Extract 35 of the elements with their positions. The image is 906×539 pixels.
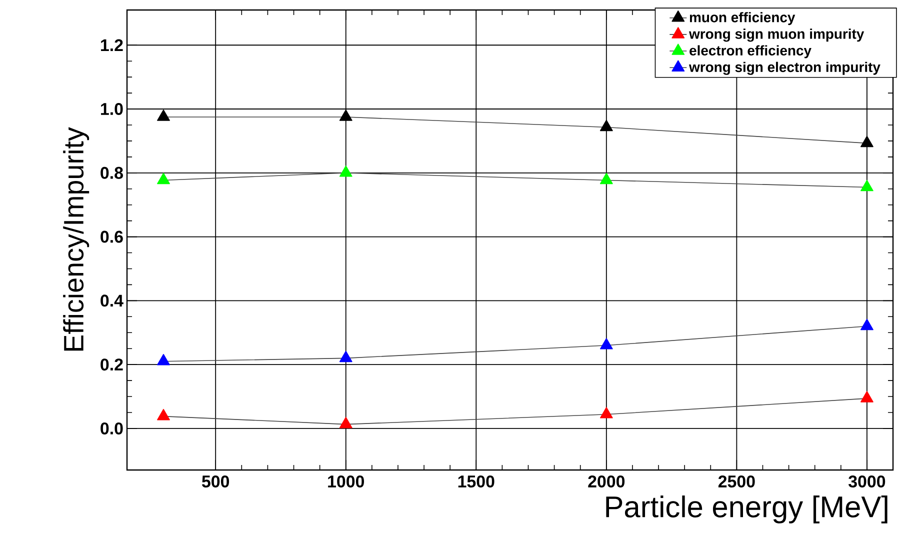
point: [339, 166, 352, 177]
point: [157, 354, 170, 366]
point: [339, 110, 352, 121]
legend-label: wrong sign electron impurity: [688, 62, 880, 75]
point: [157, 110, 170, 121]
y-tick-label: 0.8: [100, 166, 123, 179]
legend-label: muon efficiency: [690, 12, 796, 26]
y-tick-label: 0.0: [100, 422, 123, 434]
point: [860, 318, 874, 330]
x-tick-label: 3000: [848, 476, 886, 488]
legend-label: electron efficiency: [690, 45, 812, 58]
x-tick-label: 2000: [588, 476, 625, 488]
point: [860, 180, 874, 192]
y-tick-label: 0.4: [100, 294, 124, 307]
point: [860, 391, 874, 402]
x-tick-label: 1000: [328, 476, 364, 488]
point: [860, 136, 874, 148]
point: [600, 172, 613, 184]
point: [339, 416, 352, 428]
point: [600, 407, 613, 418]
point: [600, 120, 613, 132]
y-tick-label: 0.2: [100, 358, 123, 371]
legend-label: wrong sign muon impurity: [688, 28, 864, 42]
point: [600, 338, 613, 350]
point: [339, 350, 352, 362]
x-tick-label: 500: [202, 476, 230, 488]
y-tick-label: 1.0: [101, 103, 123, 116]
point: [157, 408, 170, 420]
x-tick-label: 1500: [458, 476, 494, 488]
point: [157, 172, 170, 184]
x-axis-title: Particle energy [MeV]: [606, 496, 888, 524]
y-axis-title: Efficiency/Impurity: [63, 127, 90, 351]
y-tick-label: 1.2: [101, 39, 123, 52]
x-tick-label: 2500: [718, 476, 755, 488]
y-tick-label: 0.6: [100, 230, 123, 243]
